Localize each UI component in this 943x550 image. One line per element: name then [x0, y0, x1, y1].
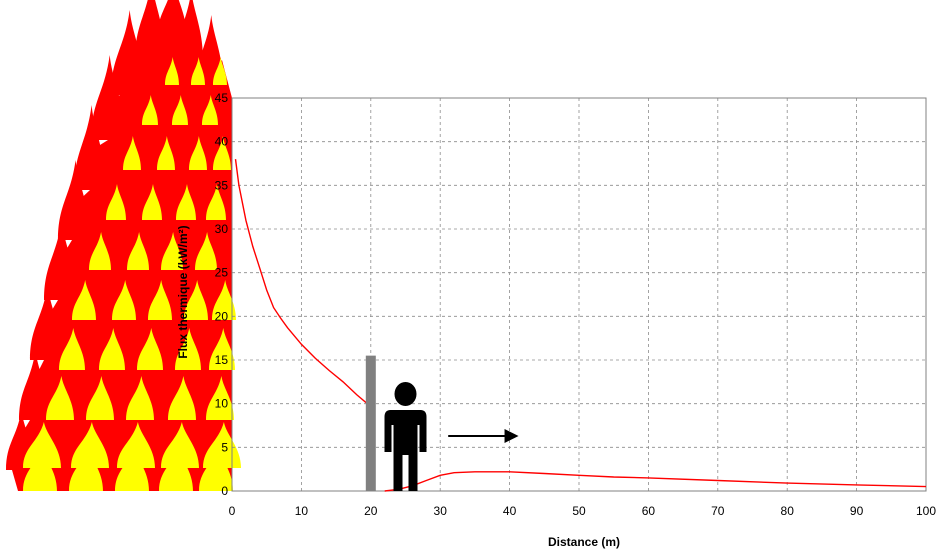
y-tick-label: 15	[215, 353, 229, 367]
y-axis-title: Flux thermique (kW/m²)	[176, 225, 190, 358]
plot-frame	[231, 97, 927, 492]
y-tick-label: 20	[215, 309, 229, 323]
x-tick-label: 20	[364, 504, 378, 518]
person-icon	[384, 382, 427, 491]
x-tick-label: 0	[229, 504, 236, 518]
flame-yellow	[46, 376, 74, 420]
flame-yellow	[137, 328, 163, 370]
y-tick-label: 45	[215, 91, 229, 105]
y-tick-label: 10	[215, 397, 229, 411]
flame-yellow	[106, 184, 126, 220]
flame-yellow	[59, 328, 85, 370]
y-tick-label: 40	[215, 135, 229, 149]
flame-tongue	[58, 160, 90, 240]
x-tick-labels: 0 10 20 30 40 50 60 70 80 90 100	[229, 504, 937, 518]
series-layer	[234, 159, 927, 492]
flame-yellow	[148, 280, 172, 320]
flame-yellow	[189, 136, 207, 170]
grid-lines	[231, 98, 926, 492]
plot-area	[231, 97, 927, 492]
flame-tongue	[74, 105, 106, 190]
x-tick-label: 60	[642, 504, 656, 518]
flame-tongue	[19, 350, 49, 420]
series-line	[384, 471, 927, 492]
flame-tongue	[30, 285, 62, 360]
flame-tongue	[44, 220, 76, 300]
flame-tongue	[197, 15, 223, 85]
y-tick-label: 35	[215, 178, 229, 192]
y-tick-label: 0	[221, 484, 228, 498]
x-tick-label: 80	[781, 504, 795, 518]
x-tick-label: 90	[850, 504, 864, 518]
wall-icon	[365, 355, 376, 491]
y-tick-label: 30	[215, 222, 229, 236]
flame-yellow	[213, 136, 231, 170]
flame-yellow	[142, 184, 162, 220]
flame-yellow	[213, 57, 227, 85]
flame-yellow	[202, 95, 218, 125]
annotations	[365, 355, 519, 491]
flame-yellow	[195, 232, 217, 270]
flame-yellow-base	[159, 445, 193, 491]
flame-yellow-base	[199, 445, 233, 491]
flame-yellow	[165, 57, 179, 85]
flame-yellow	[72, 280, 96, 320]
flame-yellow	[157, 136, 175, 170]
y-tick-label: 25	[215, 266, 229, 280]
x-tick-label: 100	[916, 504, 936, 518]
flame-yellow	[117, 422, 155, 468]
x-tick-label: 50	[572, 504, 586, 518]
flame-tongue	[157, 0, 187, 40]
flame-yellow-base	[23, 445, 57, 491]
flame-yellow	[184, 280, 208, 320]
flame-yellow	[142, 95, 158, 125]
flame-yellow	[123, 136, 141, 170]
y-tick-label: 5	[221, 440, 228, 454]
flame-yellow	[209, 328, 235, 370]
flame-yellow	[23, 422, 61, 468]
x-tick-label: 70	[711, 504, 725, 518]
flame-yellow	[206, 376, 234, 420]
flame-yellow	[212, 280, 236, 320]
flame-tongue	[91, 55, 125, 140]
series-line	[234, 159, 375, 409]
flame-yellow	[127, 232, 149, 270]
flame-yellow-base	[69, 445, 103, 491]
flame-body	[12, 14, 232, 491]
flame-yellow	[175, 328, 201, 370]
flame-yellow-base	[115, 445, 149, 491]
flame-wall-icon	[6, 0, 241, 491]
flame-yellow	[71, 422, 109, 468]
flame-yellow	[86, 376, 114, 420]
flame-yellow	[172, 95, 188, 125]
flame-tongue	[111, 10, 145, 95]
flame-yellow	[161, 422, 199, 468]
x-tick-label: 10	[295, 504, 309, 518]
flame-tongue	[135, 0, 165, 60]
flame-yellow	[161, 232, 183, 270]
x-tick-label: 30	[434, 504, 448, 518]
flame-yellow	[191, 57, 205, 85]
arrow-right-icon	[504, 428, 519, 443]
flame-yellow	[126, 376, 154, 420]
flame-tongue	[177, 0, 203, 60]
flame-yellow	[89, 232, 111, 270]
flame-yellow	[176, 184, 196, 220]
flame-yellow	[99, 328, 125, 370]
x-tick-label: 40	[503, 504, 517, 518]
x-axis-title: Distance (m)	[548, 535, 620, 549]
flame-yellow	[206, 184, 226, 220]
y-tick-labels: 0 5 10 15 20 25 30 35 40 45	[215, 91, 229, 498]
flame-yellow	[168, 376, 196, 420]
flame-yellow	[112, 280, 136, 320]
